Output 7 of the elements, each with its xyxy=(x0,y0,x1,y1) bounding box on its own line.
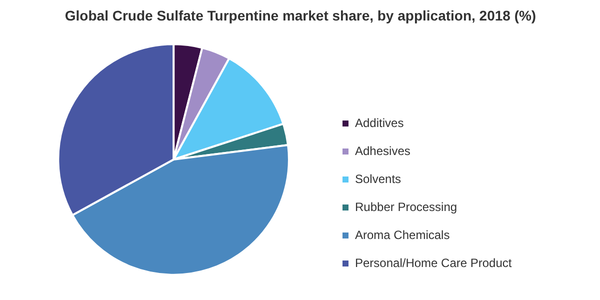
legend-label: Additives xyxy=(355,116,404,130)
legend-label: Solvents xyxy=(355,172,402,186)
legend-label: Personal/Home Care Product xyxy=(355,256,512,270)
chart-title: Global Crude Sulfate Turpentine market share, by application, 2018 (%) xyxy=(64,8,536,24)
legend-label: Rubber Processing xyxy=(355,200,458,214)
legend-label: Adhesives xyxy=(355,144,410,158)
legend-label: Aroma Chemicals xyxy=(355,228,450,242)
